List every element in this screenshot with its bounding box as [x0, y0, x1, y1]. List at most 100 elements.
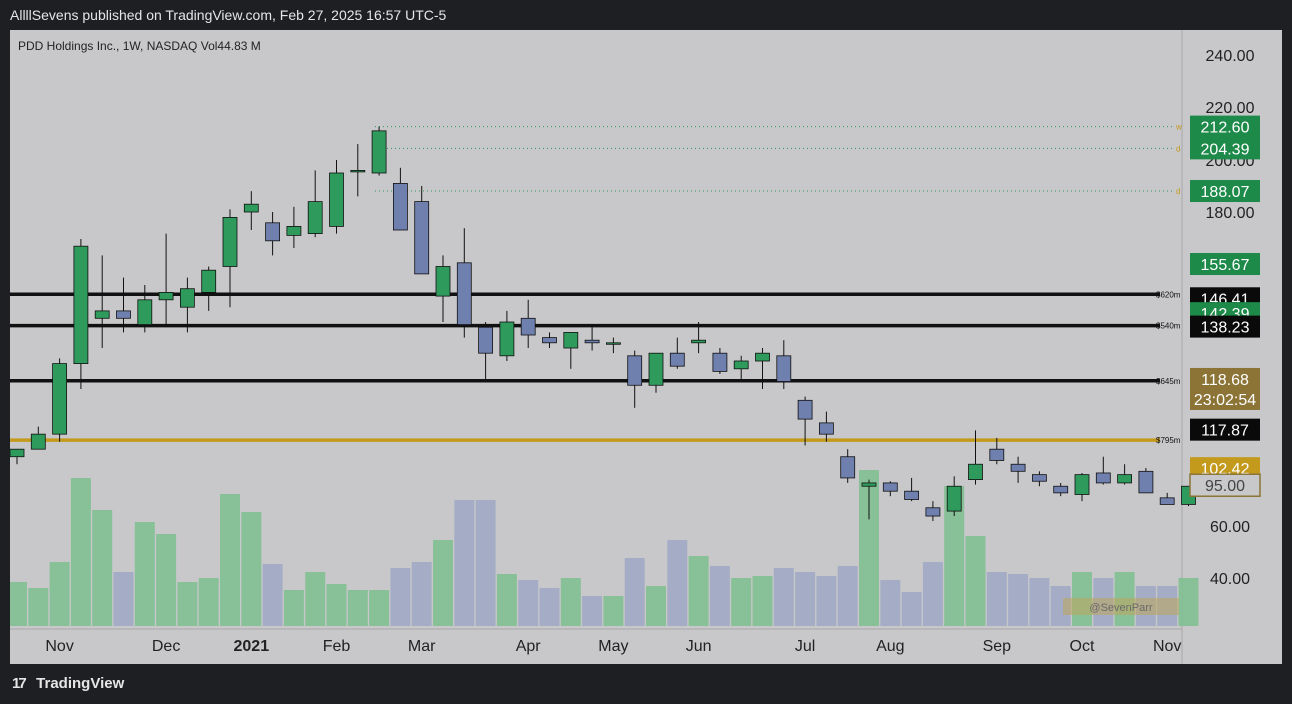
y-tick-label: 40.00: [1210, 571, 1250, 588]
footer-brand: TradingView: [36, 675, 125, 692]
candle-body: [797, 399, 813, 420]
volume-bar: [965, 536, 986, 626]
candle-body: [520, 317, 536, 336]
volume-bar: [113, 572, 134, 626]
watermark-box: [1063, 598, 1179, 615]
candle-body: [392, 182, 408, 231]
volume-bar: [433, 540, 453, 626]
watermark-text: @SevenParr: [1089, 602, 1152, 614]
candle-body: [712, 352, 728, 372]
tradingview-logo-icon: 17: [12, 675, 27, 692]
price-label-box: [1190, 253, 1260, 276]
candle-body: [94, 310, 110, 319]
candlestick-chart[interactable]: $620m $540m $645m $795m w d d PDD Holdings Inc.…: [7, 30, 1282, 664]
volume-bar: [560, 578, 581, 626]
candle-body: [9, 448, 25, 458]
volume-bar: [731, 578, 752, 626]
volume-bar: [92, 510, 113, 626]
volume-bar: [986, 572, 1007, 626]
price-label-box: [1190, 315, 1260, 338]
volume-bar: [220, 494, 240, 626]
chart-background: [10, 30, 1282, 664]
x-tick-label: Mar: [408, 638, 436, 655]
x-tick-label: Oct: [1070, 638, 1095, 655]
chart-area[interactable]: $620m $540m $645m $795m w d d PDD Holdings Inc.…: [7, 30, 1282, 664]
volume-bar: [752, 576, 773, 626]
candle-body: [30, 433, 46, 450]
dotted-level-tag: d: [1176, 144, 1180, 153]
x-tick-label: Nov: [1153, 638, 1181, 655]
candle-body: [371, 130, 387, 174]
candle-body: [1095, 472, 1111, 484]
x-tick-label: Dec: [152, 638, 180, 655]
chart-legend: PDD Holdings Inc., 1W, NASDAQ Vol44.83 M: [18, 39, 261, 53]
volume-bar: [944, 486, 965, 626]
volume-bar: [880, 580, 901, 626]
price-label-box: [1190, 137, 1260, 160]
price-label-text: 118.68: [1201, 372, 1249, 389]
candle-body: [329, 172, 344, 227]
volume-bar: [177, 582, 198, 626]
volume-bar: [198, 578, 219, 626]
candle-body: [925, 507, 941, 517]
price-label-text: 95.00: [1205, 478, 1245, 495]
candle-body: [456, 262, 472, 326]
candle-body: [222, 216, 238, 267]
x-tick-label: Feb: [323, 638, 351, 655]
volume-bar: [922, 562, 943, 626]
volume-bar: [326, 584, 347, 626]
candle-body: [1032, 474, 1047, 482]
volume-bar: [837, 566, 858, 626]
y-tick-label: 60.00: [1210, 519, 1250, 536]
price-label-text: 117.87: [1201, 423, 1249, 440]
x-tick-label: Aug: [876, 638, 904, 655]
volume-bar: [347, 590, 368, 626]
price-label-text: 155.67: [1201, 257, 1250, 274]
candle-body: [286, 225, 302, 236]
candle-body: [755, 352, 770, 362]
x-tick-label: May: [598, 638, 628, 655]
price-label-box: [1190, 418, 1260, 441]
price-label-box: [1190, 115, 1260, 138]
candle-body: [435, 266, 451, 297]
candle-body: [1074, 474, 1090, 495]
candle-body: [1159, 497, 1175, 505]
tradingview-logo[interactable]: 17 TradingView: [12, 675, 124, 692]
candle-body: [414, 201, 430, 275]
countdown-label: 23:02:54: [1194, 392, 1256, 409]
volume-bar: [28, 588, 49, 626]
level-label: $540m: [1156, 322, 1181, 331]
dotted-level-tag: d: [1176, 187, 1180, 196]
candle-body: [1053, 485, 1069, 494]
volume-bar: [496, 574, 517, 626]
volume-bar: [390, 568, 411, 626]
price-label-text: 138.23: [1201, 320, 1250, 337]
y-tick-label: 240.00: [1206, 48, 1255, 65]
level-label: $795m: [1156, 436, 1181, 445]
price-label-box: [1189, 473, 1261, 497]
candle-body: [1117, 474, 1132, 484]
candle-body: [776, 355, 792, 382]
publisher-line: AllllSevens published on TradingView.com…: [10, 7, 447, 23]
candle-body: [733, 360, 749, 370]
x-tick-label: Nov: [45, 638, 73, 655]
volume-bar: [539, 588, 560, 626]
volume-bar: [1050, 586, 1071, 626]
candle-body: [307, 201, 323, 235]
x-tick-label: Jun: [686, 638, 712, 655]
volume-bar: [1178, 578, 1199, 626]
x-tick-label: 2021: [234, 638, 270, 655]
candle-body: [478, 326, 494, 354]
candle-body: [840, 456, 856, 479]
candle-body: [946, 485, 962, 512]
volume-bar: [667, 540, 688, 626]
price-label-text: 188.07: [1201, 184, 1250, 201]
level-label: $620m: [1156, 290, 1181, 299]
price-label-box: [1190, 367, 1260, 410]
price-label-text: 212.60: [1201, 120, 1250, 137]
candle-body: [882, 482, 898, 492]
candle-body: [627, 355, 643, 386]
candle-body: [73, 245, 89, 364]
publisher-header: AllllSevens published on TradingView.com…: [0, 0, 1292, 30]
volume-bar: [305, 572, 326, 626]
